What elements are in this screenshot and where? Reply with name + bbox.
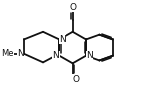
Text: Me: Me bbox=[1, 49, 13, 58]
Text: N: N bbox=[59, 35, 66, 44]
Text: N: N bbox=[17, 49, 24, 58]
Text: N: N bbox=[86, 51, 93, 60]
Text: O: O bbox=[73, 75, 80, 84]
Text: O: O bbox=[69, 3, 76, 12]
Text: N: N bbox=[52, 51, 59, 60]
